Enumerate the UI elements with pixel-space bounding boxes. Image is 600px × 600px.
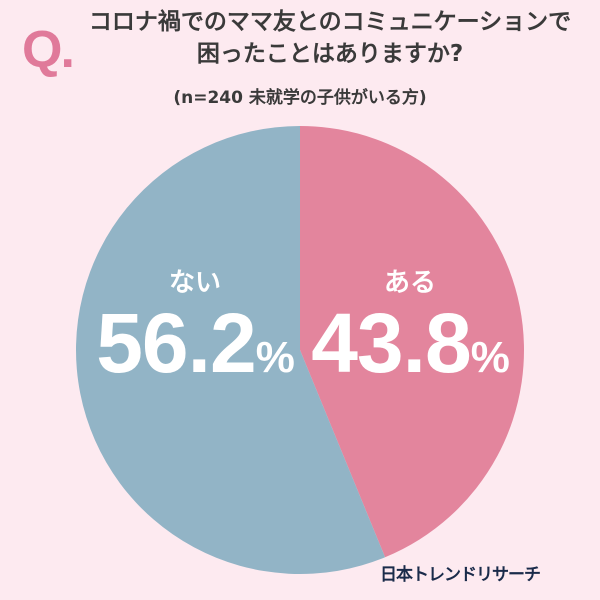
label-nai-category: ない [168,268,221,298]
title-line-1: コロナ禍でのママ友とのコミュニケーションで [88,9,572,35]
label-nai: ない 56.2% [90,268,300,403]
pie-slice-nai [76,126,386,574]
label-nai-number: 56.2 [96,296,256,390]
title-line-2: 困ったことはありますか? [196,41,464,67]
q-mark: Q. [22,21,75,79]
chart-title: コロナ禍でのママ友とのコミュニケーションで 困ったことはありますか? [70,6,590,70]
label-aru-number: 43.8 [311,296,471,390]
source-logo: 日本トレンドリサーチ [380,565,541,585]
label-nai-value: 56.2% [90,298,300,403]
label-aru-category: ある [383,268,436,298]
label-aru-unit: % [470,333,510,382]
label-aru-value: 43.8% [305,298,515,403]
pie-slice-aru [300,126,524,558]
label-aru: ある 43.8% [305,268,515,403]
label-nai-unit: % [255,333,295,382]
chart-subtitle: (n=240 未就学の子供がいる方) [173,88,427,108]
